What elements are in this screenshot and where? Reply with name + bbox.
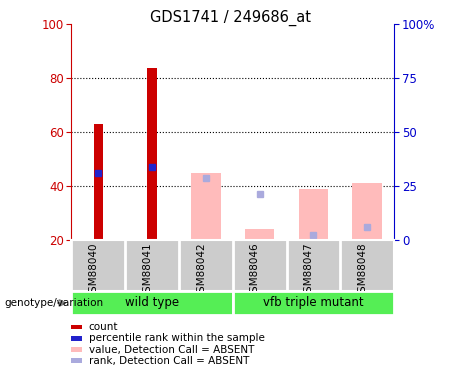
Text: count: count bbox=[89, 322, 118, 332]
Bar bbox=[353, 183, 382, 240]
Text: GSM88048: GSM88048 bbox=[357, 243, 367, 299]
Bar bbox=[233, 291, 394, 315]
Text: GSM88047: GSM88047 bbox=[303, 243, 313, 299]
Text: GSM88046: GSM88046 bbox=[250, 243, 260, 299]
Text: wild type: wild type bbox=[125, 296, 179, 309]
Bar bbox=[299, 189, 328, 240]
Text: vfb triple mutant: vfb triple mutant bbox=[263, 296, 364, 309]
Text: value, Detection Call = ABSENT: value, Detection Call = ABSENT bbox=[89, 345, 254, 354]
Text: genotype/variation: genotype/variation bbox=[5, 298, 104, 308]
Text: GDS1741 / 249686_at: GDS1741 / 249686_at bbox=[150, 9, 311, 26]
Text: percentile rank within the sample: percentile rank within the sample bbox=[89, 333, 265, 343]
Text: GSM88042: GSM88042 bbox=[196, 243, 206, 299]
Bar bbox=[71, 291, 233, 315]
Bar bbox=[191, 172, 221, 240]
Bar bbox=[245, 229, 274, 240]
Text: rank, Detection Call = ABSENT: rank, Detection Call = ABSENT bbox=[89, 356, 249, 366]
Text: GSM88041: GSM88041 bbox=[142, 243, 152, 299]
Bar bbox=[148, 68, 157, 240]
Bar bbox=[94, 124, 103, 240]
Text: GSM88040: GSM88040 bbox=[89, 243, 98, 299]
